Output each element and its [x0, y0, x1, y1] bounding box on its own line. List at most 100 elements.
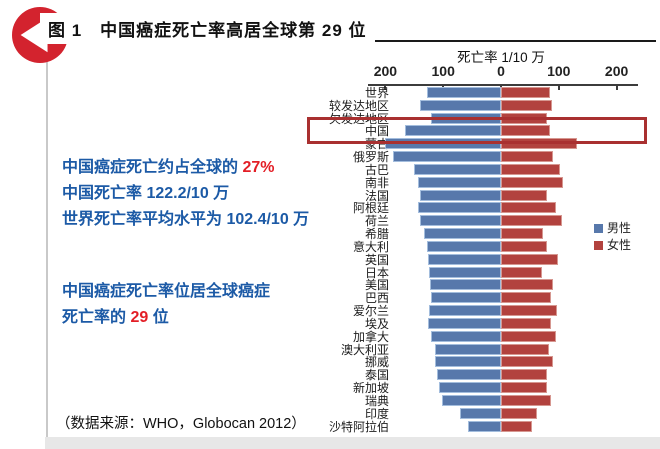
x-tick-mark [384, 86, 387, 90]
female-bar [501, 189, 548, 201]
female-legend-swatch [594, 240, 603, 250]
female-bar [501, 407, 537, 419]
stats-line: 中国死亡率 122.2/10 万 [62, 181, 309, 207]
x-tick-label: 100 [547, 63, 571, 79]
male-bar [430, 330, 501, 342]
stats-text-segment: 29 [130, 309, 149, 326]
country-label: 希腊 [364, 227, 389, 242]
x-tick-label: 100 [431, 63, 455, 79]
male-bar [468, 420, 501, 432]
male-bar [434, 343, 501, 355]
stats-line: 中国癌症死亡约占全球的 27% [62, 155, 309, 181]
male-bar [441, 394, 501, 406]
female-bar [501, 305, 558, 317]
male-bar [420, 99, 501, 111]
legend-label: 男性 [607, 221, 632, 235]
country-label: 印度 [364, 406, 389, 421]
female-bar [501, 99, 552, 111]
male-bar [418, 202, 501, 214]
female-bar [501, 151, 553, 163]
stats-block-secondary: 中国癌症死亡率位居全球癌症 死亡率的 29 位 [62, 279, 270, 331]
country-label: 阿根廷 [352, 201, 389, 216]
stats-text-segment: 27% [242, 159, 275, 176]
country-label: 古巴 [364, 162, 389, 177]
country-label: 新加坡 [352, 381, 389, 396]
country-label: 法国 [364, 188, 389, 203]
male-bar [428, 253, 501, 265]
male-bar [427, 240, 501, 252]
male-bar [405, 125, 501, 137]
female-bar [501, 394, 551, 406]
female-bar [501, 317, 551, 329]
panel-border-left [46, 60, 48, 437]
male-bar [419, 189, 501, 201]
female-bar [501, 253, 558, 265]
stats-text-segment: 中国癌症死亡率位居全球癌症 [62, 283, 271, 300]
female-bar [501, 228, 543, 240]
stats-text-segment: 中国癌症死亡约占全球的 [62, 159, 243, 176]
male-bar [429, 279, 501, 291]
country-label: 较发达地区 [328, 98, 389, 113]
legend-item: 女性 [594, 237, 631, 253]
male-bar [460, 407, 501, 419]
female-bar [501, 266, 542, 278]
legend-label: 女性 [607, 238, 632, 252]
x-tick-label: 200 [373, 63, 398, 79]
country-label: 美国 [364, 278, 389, 293]
country-label: 爱尔兰 [352, 304, 389, 319]
x-tick-label: 200 [604, 63, 629, 79]
x-tick-mark [615, 86, 618, 90]
female-bar [501, 382, 547, 394]
legend: 男性 女性 [594, 220, 631, 254]
male-bar [418, 176, 501, 188]
female-bar [501, 369, 547, 381]
stats-text-segment: 中国死亡率 122.2/10 万 [62, 185, 230, 202]
country-label: 沙特阿拉伯 [328, 419, 389, 434]
x-tick-mark [557, 86, 560, 90]
female-bar [501, 240, 547, 252]
female-bar [501, 330, 556, 342]
female-bar [501, 420, 532, 432]
female-bar [501, 356, 553, 368]
female-bar [501, 163, 560, 175]
female-bar [501, 125, 550, 137]
male-bar [414, 163, 501, 175]
country-label: 巴西 [364, 291, 389, 306]
male-bar [435, 356, 501, 368]
female-bar [501, 292, 551, 304]
panel-shadow-bottom [45, 437, 660, 449]
female-bar [501, 176, 563, 188]
country-label: 日本 [364, 265, 389, 280]
female-bar [501, 279, 553, 291]
country-label: 泰国 [364, 368, 389, 383]
male-bar [430, 292, 501, 304]
china-highlight-box [307, 117, 647, 145]
country-label: 挪威 [364, 355, 389, 370]
country-label: 加拿大 [352, 329, 389, 344]
male-bar [429, 305, 501, 317]
country-label: 南非 [364, 175, 389, 190]
x-tick-label: 0 [497, 63, 505, 79]
male-bar [423, 228, 501, 240]
male-bar [427, 87, 501, 98]
stats-line: 世界死亡率平均水平为 102.4/10 万 [62, 207, 309, 233]
stats-text-segment: 世界死亡率平均水平为 102.4/10 万 [62, 211, 310, 228]
figure-title: 图 1 中国癌症死亡率高居全球第 29 位 [40, 13, 375, 44]
male-bar [438, 382, 501, 394]
male-bar [392, 151, 501, 163]
stats-text-segment: 死亡率的 [62, 309, 131, 326]
female-bar [501, 202, 556, 214]
male-bar [429, 266, 501, 278]
country-label: 荷兰 [364, 214, 389, 229]
country-label: 瑞典 [364, 393, 389, 408]
country-label: 俄罗斯 [352, 150, 389, 165]
country-label: 澳大利亚 [340, 342, 389, 357]
axis-title: 死亡率 1/10 万 [457, 50, 545, 65]
stats-line: 中国癌症死亡率位居全球癌症 [62, 279, 270, 305]
female-bar [501, 87, 550, 98]
country-label: 中国 [364, 124, 389, 139]
country-label: 埃及 [364, 316, 389, 331]
female-bar [501, 343, 549, 355]
male-legend-swatch [594, 223, 603, 233]
